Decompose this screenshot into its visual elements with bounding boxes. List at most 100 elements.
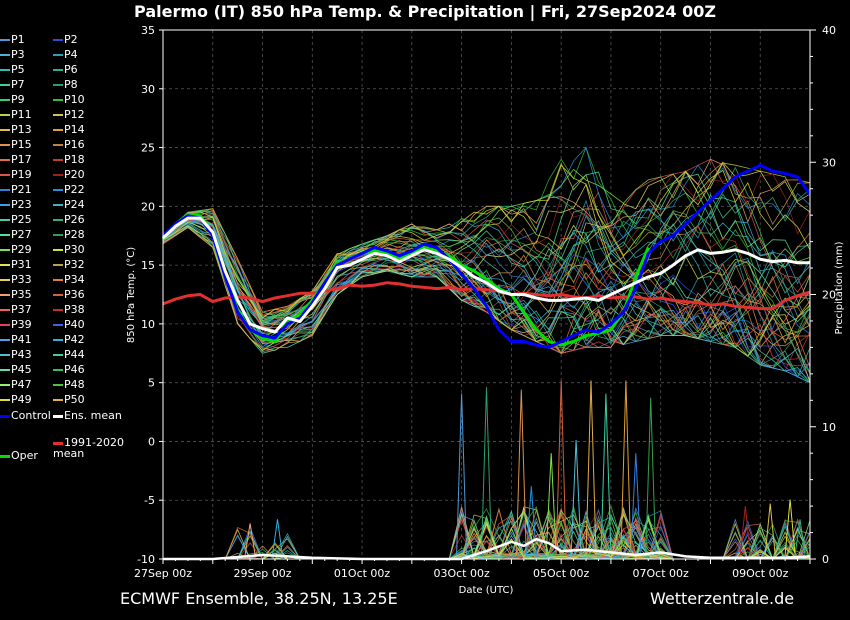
legend-swatch xyxy=(53,174,63,176)
x-tick-label: 27Sep 00z xyxy=(134,567,192,580)
y-axis-label: 850 hPa Temp. (°C) xyxy=(126,247,137,343)
legend-swatch xyxy=(0,454,10,458)
precip-spike xyxy=(555,380,567,556)
legend-entry: P21 xyxy=(0,183,32,196)
ensemble-member-line xyxy=(162,170,811,320)
legend-entry: P11 xyxy=(0,108,32,121)
legend-swatch xyxy=(53,414,63,418)
series-line-ens-mean xyxy=(161,216,810,334)
legend-swatch xyxy=(0,174,10,176)
legend-entry: P41 xyxy=(0,333,32,346)
legend-swatch xyxy=(0,129,10,131)
legend-swatch xyxy=(0,54,10,56)
legend-label: P2 xyxy=(64,33,78,46)
series-line-control xyxy=(161,163,812,349)
precip-spike xyxy=(764,503,776,556)
legend-label: P44 xyxy=(64,348,85,361)
legend-swatch xyxy=(53,264,63,266)
legend-label: P38 xyxy=(64,303,85,316)
y-tick-label: -10 xyxy=(137,553,155,566)
legend-label: P31 xyxy=(11,258,32,271)
legend-label: P3 xyxy=(11,48,25,61)
legend-entry: P34 xyxy=(53,273,85,286)
precip-ens-mean-line xyxy=(163,537,811,561)
legend-label: P15 xyxy=(11,138,32,151)
legend-swatch xyxy=(0,354,10,356)
legend-entry: P5 xyxy=(0,63,25,76)
legend-label: P47 xyxy=(11,378,32,391)
legend-swatch xyxy=(0,69,10,71)
legend-swatch xyxy=(53,129,63,131)
legend-swatch xyxy=(0,324,10,326)
legend-swatch xyxy=(53,114,63,116)
legend-swatch xyxy=(0,204,10,206)
precip-spike xyxy=(272,519,283,556)
legend-swatch xyxy=(0,219,10,221)
legend-label: P21 xyxy=(11,183,32,196)
legend-entry-special: 1991-2020 mean xyxy=(53,437,125,459)
legend-entry: P46 xyxy=(53,363,85,376)
series-line-1991-2020-mean xyxy=(162,281,811,311)
legend-label: Oper xyxy=(11,449,38,462)
y-tick-label: 25 xyxy=(141,142,155,155)
legend-entry: P43 xyxy=(0,348,32,361)
y-tick-label-right: 10 xyxy=(822,421,836,434)
precip-spike xyxy=(545,453,557,556)
source-credit: Wetterzentrale.de xyxy=(650,589,795,608)
ensemble-member-line xyxy=(162,214,811,383)
legend-label: Control xyxy=(11,409,51,422)
precip-spike xyxy=(784,499,796,556)
x-tick-label: 01Oct 00z xyxy=(334,567,391,580)
y-tick-label: 20 xyxy=(141,200,155,213)
legend-swatch xyxy=(0,339,10,341)
legend-label: P9 xyxy=(11,93,25,106)
temperature-series xyxy=(161,163,812,349)
legend-entry: P22 xyxy=(53,183,85,196)
ensemble-member-line xyxy=(162,218,811,378)
legend-label: P12 xyxy=(64,108,85,121)
legend-label: P4 xyxy=(64,48,78,61)
legend-entry-special: Control xyxy=(0,409,51,422)
legend-entry: P7 xyxy=(0,78,25,91)
legend-swatch xyxy=(0,234,10,236)
ensemble-member-line xyxy=(162,217,811,378)
legend-entry: P25 xyxy=(0,213,32,226)
legend-label: P1 xyxy=(11,33,25,46)
legend-swatch xyxy=(53,204,63,206)
legend-label: P43 xyxy=(11,348,32,361)
legend-swatch xyxy=(53,54,63,56)
legend-swatch xyxy=(0,249,10,251)
y-tick-label: 30 xyxy=(141,83,155,96)
legend-entry: P27 xyxy=(0,228,32,241)
legend-label: P25 xyxy=(11,213,32,226)
precip-spike xyxy=(481,387,492,556)
y-tick-label: 5 xyxy=(148,377,155,390)
legend-swatch xyxy=(53,384,63,386)
ensemble-member-line xyxy=(162,146,811,324)
ensemble-member-line xyxy=(162,226,811,372)
legend-entry: P16 xyxy=(53,138,85,151)
precip-spike xyxy=(600,393,612,556)
legend-label: P49 xyxy=(11,393,32,406)
legend-swatch xyxy=(53,99,63,101)
legend-entry: P23 xyxy=(0,198,32,211)
legend-entry: P42 xyxy=(53,333,85,346)
y-tick-label: -5 xyxy=(144,494,155,507)
legend-entry: P3 xyxy=(0,48,25,61)
legend-entry: P48 xyxy=(53,378,85,391)
legend-entry-special: Ens. mean xyxy=(53,409,122,422)
legend-entry: P13 xyxy=(0,123,32,136)
legend-swatch xyxy=(0,384,10,386)
legend-label: Ens. mean xyxy=(64,409,122,422)
y-tick-label: 35 xyxy=(141,24,155,37)
legend-swatch xyxy=(53,159,63,161)
x-tick-label: 05Oct 00z xyxy=(533,567,590,580)
legend-label: P48 xyxy=(64,378,85,391)
ensemble-member-line xyxy=(162,209,811,374)
y-tick-label: 0 xyxy=(148,435,155,448)
legend-entry: P18 xyxy=(53,153,85,166)
legend-entry: P20 xyxy=(53,168,85,181)
legend-entry: P10 xyxy=(53,93,85,106)
legend-swatch xyxy=(0,39,10,41)
x-tick-label: 09Oct 00z xyxy=(732,567,789,580)
